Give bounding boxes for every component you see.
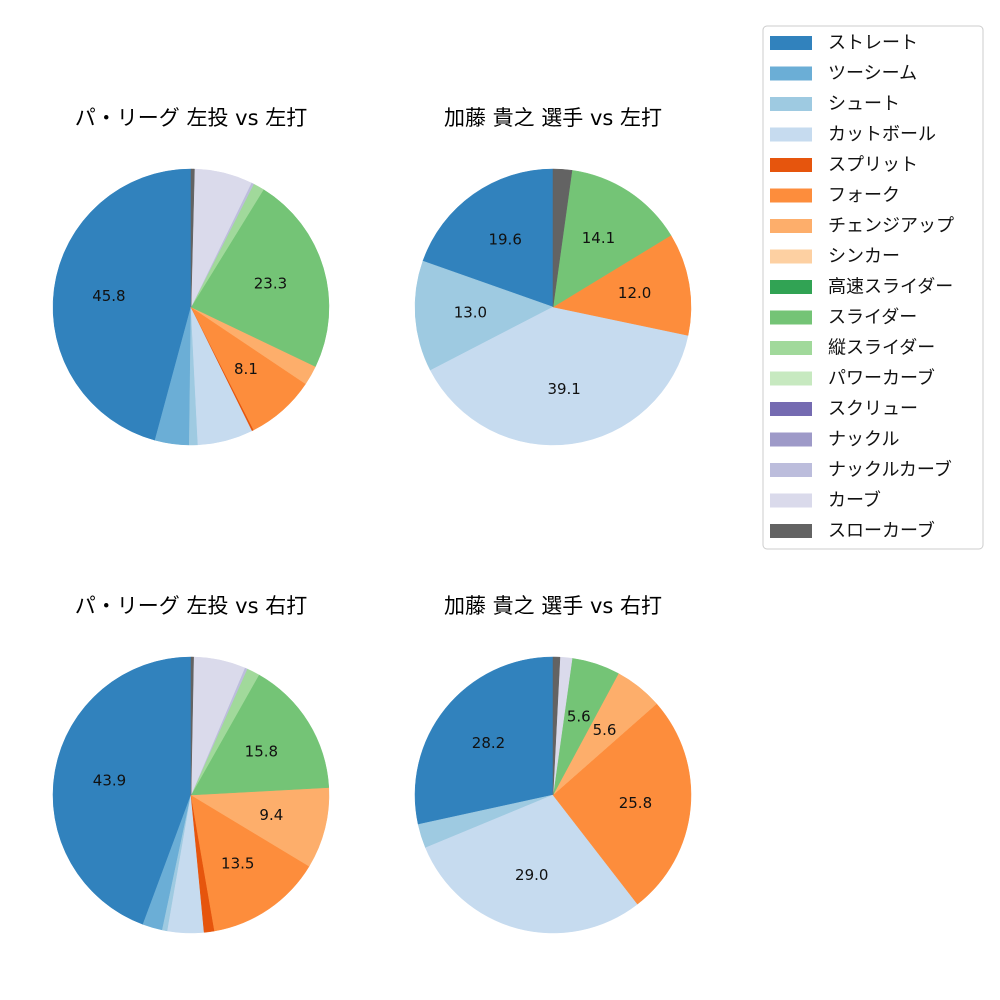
legend-items: ストレートツーシームシュートカットボールスプリットフォークチェンジアップシンカー… [770,33,954,542]
legend-label-9: 高速スライダー [828,277,953,298]
pie-slice-3-7 [190,787,330,867]
legend-label-7: チェンジアップ [828,216,954,237]
pie-chart-4: 28.2 29.0 25.8 5.65.6 [414,656,692,934]
chart-title-4: 加藤 貴之 選手 vs 右打 [444,594,662,618]
slice-value-label-1-8: 23.3 [254,275,287,293]
pie-chart-1: 45.8 8.1 23.3 [52,168,330,446]
chart-title-1: パ・リーグ 左投 vs 左打 [75,106,307,130]
slice-value-label-4-1: 28.2 [472,734,505,752]
legend-label-13: スクリュー [828,399,918,420]
legend-swatch-7 [770,219,812,233]
slice-value-label-2-3: 39.1 [547,380,580,398]
chart-title-2: 加藤 貴之 選手 vs 左打 [444,106,662,130]
pie-slice-2-3 [430,306,689,446]
pie-slice-4-1 [414,656,554,825]
legend-swatch-5 [770,158,812,172]
legend-swatch-13 [770,402,812,416]
pie-slice-4-8 [552,656,561,796]
legend-label-6: フォーク [828,185,900,206]
pie-slice-2-4 [552,234,692,336]
legend-label-14: ナックル [828,429,899,450]
slice-value-label-4-5: 5.6 [593,721,617,739]
pie-slice-1-1 [52,168,192,441]
slice-value-label-2-2: 13.0 [454,304,487,322]
legend-label-10: スライダー [828,307,917,328]
legend-label-8: シンカー [828,246,900,267]
legend-swatch-4 [770,127,812,142]
legend-swatch-10 [770,310,812,325]
legend-label-3: シュート [828,94,900,115]
legend-swatch-11 [770,341,812,355]
charts-layer: パ・リーグ 左投 vs 左打 45.8 8.1 23.3 加藤 貴之 選手 vs 左… [52,106,692,934]
slice-value-label-4-3: 29.0 [515,866,548,884]
slice-value-label-1-6: 8.1 [234,360,258,378]
legend-swatch-9 [770,280,812,294]
pie-slice-2-6 [552,168,573,308]
slice-value-label-3-1: 43.9 [93,771,126,789]
slice-value-label-3-6: 13.5 [221,854,254,872]
legend-swatch-16 [770,493,812,508]
legend-label-16: カーブ [828,489,881,511]
slice-value-label-2-5: 14.1 [582,229,615,247]
legend-label-11: 縦スライダー [828,338,935,359]
chart-title-3: パ・リーグ 左投 vs 右打 [75,594,307,618]
legend-label-1: ストレート [828,33,918,54]
pie-slice-4-4 [552,703,692,905]
legend-swatch-14 [770,432,812,447]
slice-value-label-2-1: 19.6 [488,230,521,248]
slice-value-label-3-8: 15.8 [245,742,278,760]
slice-value-label-4-4: 25.8 [619,794,652,812]
legend-swatch-2 [770,66,812,81]
pie-slice-2-2 [414,260,554,371]
pie-slice-1-12 [190,168,195,308]
legend-label-17: スローカーブ [828,520,935,542]
pie-slice-3-6 [190,794,310,932]
slice-value-label-1-1: 45.8 [92,287,125,305]
pie-chart-2: 19.6 13.0 39.1 12.0 14.1 [414,168,692,446]
pie-slice-3-12 [190,656,194,796]
slice-value-label-2-4: 12.0 [618,284,651,302]
pie-chart-3: 43.9 13.5 9.4 15.8 [52,656,330,934]
legend-label-12: パワーカーブ [828,367,935,389]
legend-swatch-3 [770,97,812,111]
legend-swatch-1 [770,36,812,50]
pie-slice-2-5 [552,170,672,308]
legend-label-2: ツーシーム [828,63,917,84]
slice-value-label-3-7: 9.4 [259,806,283,824]
pie-slice-4-3 [425,794,638,934]
legend-label-4: カットボール [828,124,936,145]
pie-slice-1-8 [190,189,330,367]
pie-slice-3-8 [190,674,330,796]
pie-slice-3-1 [52,656,192,925]
legend-label-15: ナックルカーブ [828,459,952,481]
legend-swatch-15 [770,463,812,477]
legend-swatch-17 [770,524,812,538]
slice-value-label-4-6: 5.6 [567,707,591,725]
legend-swatch-6 [770,188,812,203]
legend: ストレートツーシームシュートカットボールスプリットフォークチェンジアップシンカー… [762,25,984,550]
legend-swatch-12 [770,371,812,386]
legend-swatch-8 [770,249,812,264]
legend-label-5: スプリット [828,155,918,176]
legend-frame [762,25,984,550]
